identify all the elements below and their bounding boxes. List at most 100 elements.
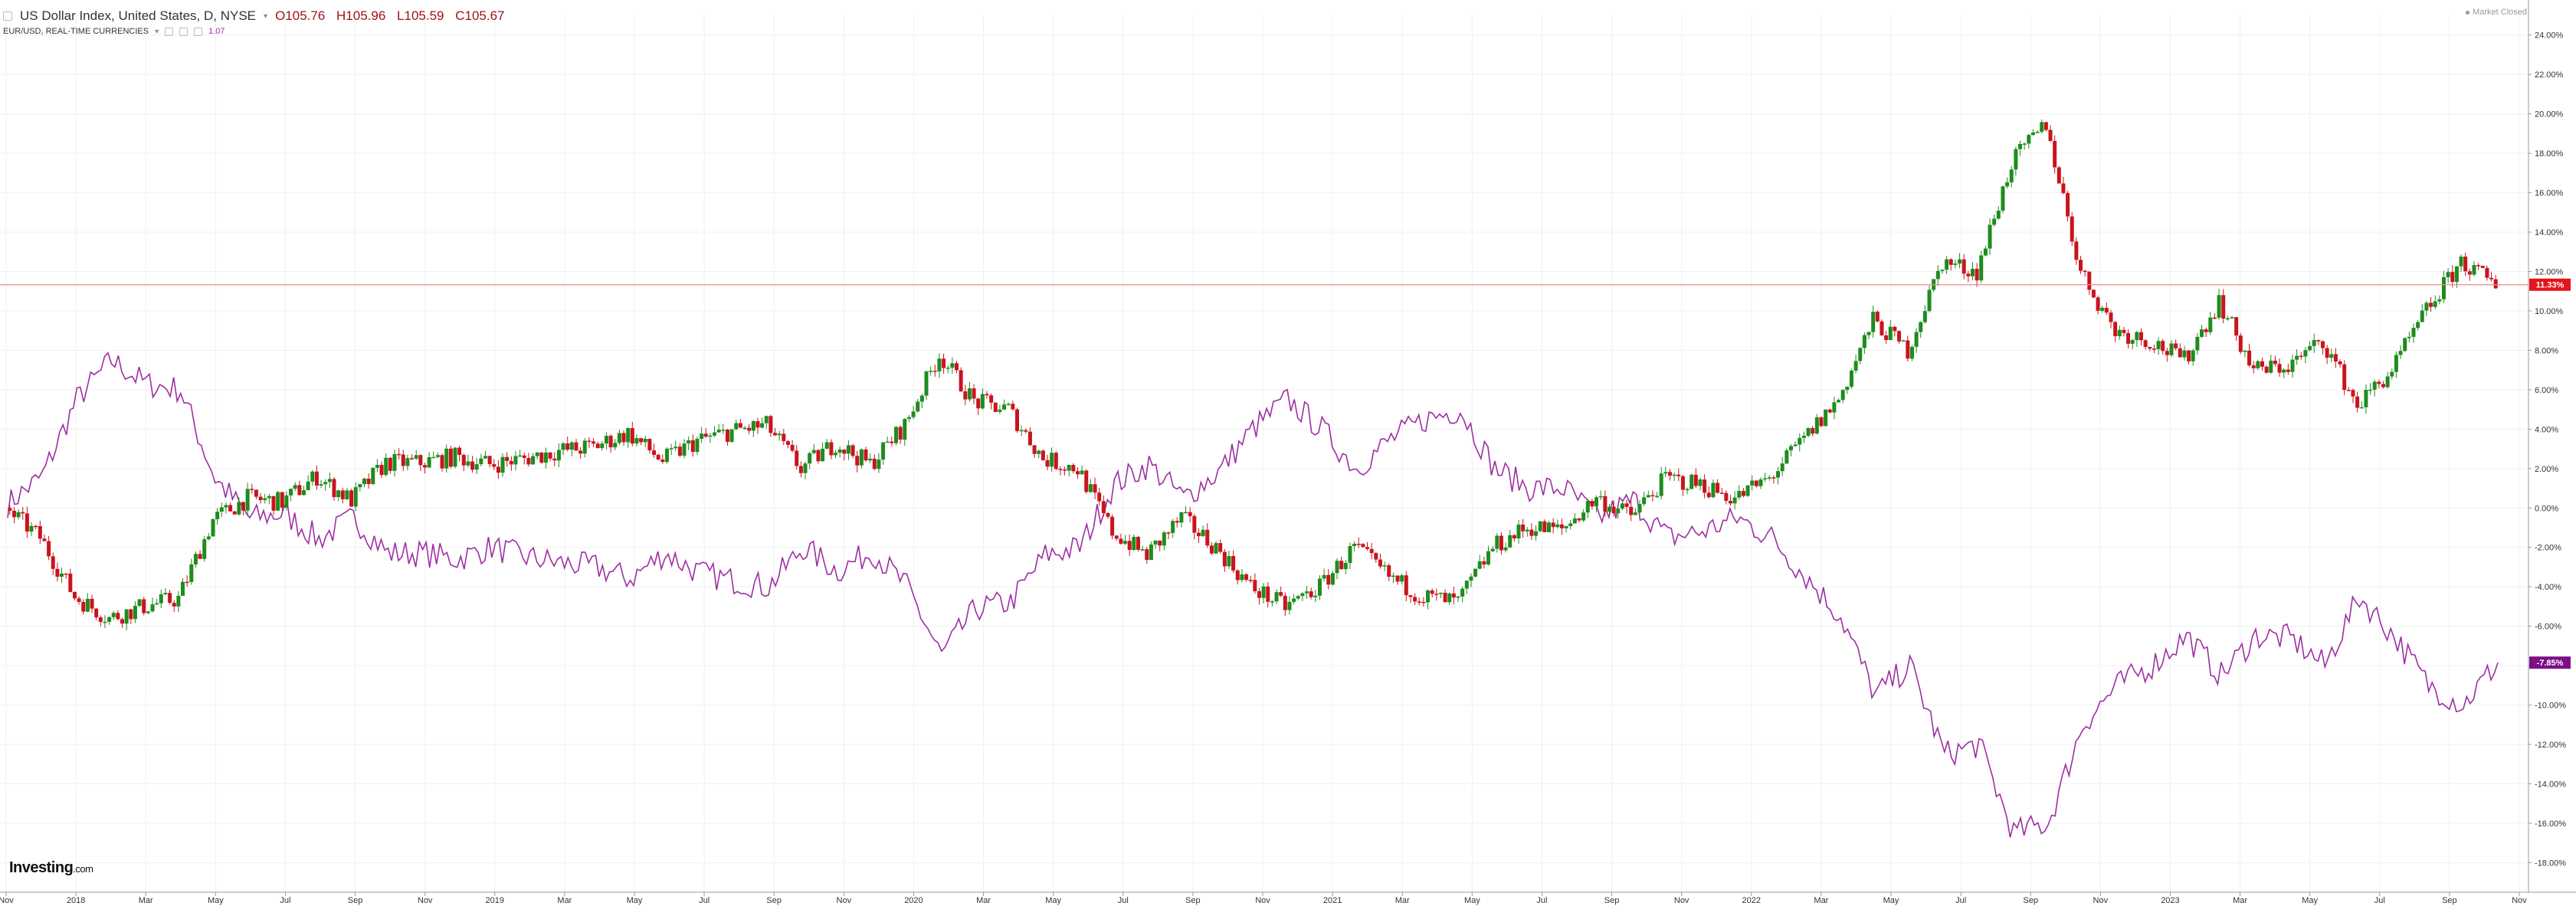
candle-body: [1919, 322, 1923, 332]
candle-body: [1261, 586, 1266, 598]
candle-body: [556, 450, 561, 461]
candle-body: [2420, 310, 2424, 322]
candle-body: [306, 481, 310, 491]
candle-body: [47, 541, 51, 557]
candle-body: [2303, 350, 2308, 357]
candle-body: [535, 452, 539, 456]
candle-body: [703, 433, 708, 437]
candle-body: [700, 433, 704, 439]
candle-body: [1953, 263, 1958, 265]
x-tick-label: Sep: [1604, 896, 1620, 905]
candle-body: [397, 453, 401, 456]
candle-body: [1309, 591, 1313, 597]
candle-body: [1093, 484, 1097, 493]
candle-body: [1979, 255, 1984, 281]
eurusd-last-badge: -7.85%: [2537, 659, 2564, 668]
candle-body: [1728, 501, 1732, 504]
candle-body: [1214, 543, 1218, 554]
candle-body: [2329, 354, 2334, 358]
candle-body: [1840, 390, 1845, 401]
candle-body: [51, 556, 55, 569]
candle-body: [842, 449, 847, 454]
x-tick-label: Nov: [2093, 896, 2109, 905]
candle-body: [1698, 479, 1703, 486]
candle-body: [2368, 389, 2373, 391]
candle-body: [2005, 182, 2010, 187]
candle-body: [1374, 553, 1378, 560]
square-outline-icon[interactable]: [3, 11, 12, 21]
candle-body: [211, 518, 215, 537]
y-tick-label: -18.00%: [2535, 859, 2566, 868]
candle-body: [366, 479, 371, 485]
candle-body: [604, 436, 608, 444]
candle-body: [1460, 588, 1465, 597]
candle-body: [967, 388, 972, 400]
candle-body: [435, 455, 440, 457]
candle-body: [1866, 332, 1871, 335]
x-tick-label: 2018: [67, 896, 85, 905]
candle-body: [769, 416, 773, 433]
candle-body: [2381, 384, 2385, 388]
candle-body: [185, 581, 189, 584]
candle-body: [592, 441, 596, 444]
close-icon[interactable]: [194, 27, 203, 36]
candle-body: [431, 456, 436, 459]
candle-body: [1801, 435, 1806, 438]
candle-body: [2351, 390, 2355, 397]
candle-body: [2472, 265, 2476, 275]
candle-body: [1477, 561, 1482, 569]
candle-body: [1352, 543, 1357, 547]
candle-body: [1676, 474, 1681, 476]
candle-body: [483, 456, 487, 459]
candle-body: [1646, 495, 1650, 498]
candle-body: [2312, 339, 2316, 346]
x-tick-label: Nov: [418, 896, 433, 905]
candle-body: [466, 461, 470, 466]
candle-body: [634, 438, 639, 444]
candle-body: [600, 443, 605, 449]
candle-body: [1235, 570, 1240, 581]
chevron-down-icon[interactable]: ▾: [264, 11, 268, 21]
candle-body: [336, 490, 341, 498]
logo-main: Investing: [9, 859, 74, 876]
candle-body: [1171, 521, 1175, 533]
candle-body: [2480, 266, 2485, 268]
candle-body: [1430, 590, 1434, 594]
candle-body: [531, 456, 536, 465]
x-tick-label: Sep: [2023, 896, 2038, 905]
candle-body: [803, 463, 808, 473]
candle-body: [1663, 472, 1668, 474]
candle-body: [1443, 592, 1447, 603]
candle-body: [1875, 312, 1880, 322]
y-tick-label: 20.00%: [2535, 110, 2564, 119]
candle-body: [159, 594, 163, 603]
y-tick-label: 16.00%: [2535, 189, 2564, 198]
candle-body: [1382, 565, 1387, 567]
candle-body: [193, 554, 198, 564]
candle-body: [1581, 512, 1586, 521]
chevron-down-icon[interactable]: ▾: [155, 27, 159, 36]
candle-body: [2043, 122, 2048, 130]
candle-body: [1785, 450, 1789, 464]
visibility-icon[interactable]: [165, 27, 174, 36]
candle-body: [811, 450, 816, 453]
x-tick-label: Jul: [699, 896, 710, 905]
candle-body: [2018, 143, 2023, 149]
candle-body: [2148, 346, 2152, 349]
candle-body: [353, 487, 358, 507]
candle-body: [358, 484, 362, 488]
y-tick-label: 4.00%: [2535, 425, 2558, 434]
candle-body: [626, 427, 631, 443]
candle-body: [34, 525, 38, 528]
settings-icon[interactable]: [179, 27, 188, 36]
compare-label[interactable]: EUR/USD, REAL-TIME CURRENCIES: [3, 27, 149, 36]
candle-body: [2230, 317, 2234, 319]
x-tick-label: Mar: [976, 896, 991, 905]
candle-body: [1369, 548, 1374, 554]
candle-body: [716, 430, 721, 433]
candle-body: [479, 458, 483, 465]
candle-body: [1577, 518, 1581, 521]
symbol-title[interactable]: US Dollar Index, United States, D, NYSE: [20, 8, 257, 23]
candle-body: [1534, 531, 1539, 536]
